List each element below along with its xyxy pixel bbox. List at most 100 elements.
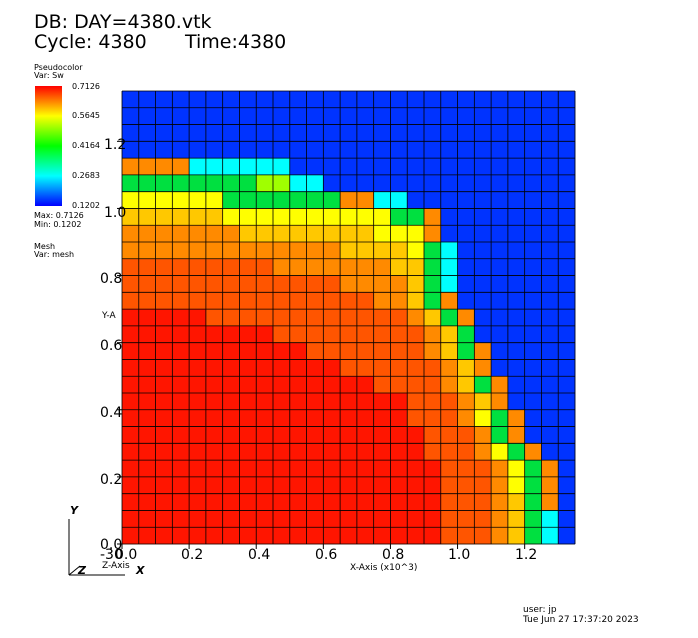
mesh-cell <box>155 309 173 327</box>
mesh-cell <box>356 325 374 343</box>
mesh-cell <box>273 527 291 545</box>
mesh-cell <box>273 476 291 494</box>
mesh-cell <box>239 191 257 209</box>
mesh-cell <box>256 124 274 142</box>
mesh-cell <box>558 258 576 276</box>
mesh-cell <box>440 325 458 343</box>
mesh-cell <box>155 510 173 528</box>
mesh-cell <box>541 124 559 142</box>
mesh-cell <box>155 325 173 343</box>
mesh-cell <box>373 258 391 276</box>
mesh-cell <box>222 174 240 192</box>
mesh-cell <box>424 409 442 427</box>
mesh-cell <box>356 91 374 109</box>
mesh-cell <box>524 376 542 394</box>
mesh-cell <box>407 325 425 343</box>
mesh-cell <box>457 393 475 411</box>
mesh-cell <box>122 158 140 176</box>
mesh-cell <box>256 309 274 327</box>
mesh-cell <box>155 91 173 109</box>
mesh-cell <box>273 325 291 343</box>
mesh-cell <box>541 510 559 528</box>
mesh-cell <box>273 191 291 209</box>
mesh-cell <box>390 460 408 478</box>
mesh-cell <box>390 510 408 528</box>
mesh-cell <box>524 258 542 276</box>
mesh-cell <box>222 309 240 327</box>
mesh-cell <box>356 426 374 444</box>
mesh-cell <box>474 292 492 310</box>
mesh-cell <box>424 292 442 310</box>
mesh-cell <box>356 158 374 176</box>
mesh-cell <box>457 141 475 159</box>
mesh-cell <box>340 510 358 528</box>
mesh-cell <box>541 191 559 209</box>
mesh-cell <box>239 208 257 226</box>
mesh-cell <box>424 393 442 411</box>
mesh-cell <box>273 376 291 394</box>
mesh-cell <box>558 107 576 125</box>
mesh-cell <box>289 409 307 427</box>
mesh-cell <box>424 174 442 192</box>
mesh-cell <box>172 510 190 528</box>
mesh-cell <box>306 460 324 478</box>
mesh-cell <box>558 510 576 528</box>
mesh-cell <box>541 426 559 444</box>
mesh-cell <box>323 325 341 343</box>
mesh-cell <box>323 174 341 192</box>
mesh-cell <box>457 510 475 528</box>
mesh-cell <box>424 91 442 109</box>
mesh-cell <box>122 258 140 276</box>
mesh-cell <box>340 409 358 427</box>
mesh-cell <box>239 225 257 243</box>
mesh-cell <box>306 158 324 176</box>
mesh-cell <box>122 426 140 444</box>
mesh-cell <box>457 158 475 176</box>
mesh-cell <box>172 527 190 545</box>
mesh-cell <box>189 409 207 427</box>
mesh-cell <box>491 460 509 478</box>
mesh-cell <box>172 174 190 192</box>
mesh-cell <box>474 426 492 444</box>
mesh-cell <box>474 258 492 276</box>
mesh-cell <box>323 258 341 276</box>
mesh-cell <box>289 292 307 310</box>
mesh-cell <box>491 426 509 444</box>
mesh-cell <box>491 393 509 411</box>
mesh-cell <box>172 292 190 310</box>
mesh-cell <box>373 376 391 394</box>
mesh-cell <box>138 191 156 209</box>
mesh-cell <box>155 426 173 444</box>
mesh-cell <box>558 91 576 109</box>
mesh-cell <box>440 493 458 511</box>
mesh-cell <box>172 393 190 411</box>
mesh-cell <box>440 225 458 243</box>
mesh-cell <box>138 309 156 327</box>
mesh-cell <box>558 409 576 427</box>
mesh-cell <box>273 460 291 478</box>
mesh-cell <box>205 158 223 176</box>
mesh-cell <box>239 91 257 109</box>
mesh-cell <box>273 225 291 243</box>
mesh-cell <box>457 409 475 427</box>
mesh-cell <box>273 426 291 444</box>
mesh-cell <box>189 493 207 511</box>
mesh-cell <box>356 376 374 394</box>
mesh-cell <box>524 393 542 411</box>
mesh-cell <box>491 158 509 176</box>
legend-min: Min: 0.1202 <box>34 220 82 229</box>
mesh-cell <box>289 393 307 411</box>
mesh-cell <box>205 191 223 209</box>
mesh-cell <box>222 409 240 427</box>
triad-z-label: Z <box>78 564 86 577</box>
mesh-cell <box>205 174 223 192</box>
mesh-cell <box>138 325 156 343</box>
mesh-cell <box>155 527 173 545</box>
mesh-cell <box>558 493 576 511</box>
mesh-cell <box>273 91 291 109</box>
mesh-cell <box>172 242 190 260</box>
mesh-cell <box>440 174 458 192</box>
mesh-cell <box>172 208 190 226</box>
mesh-cell <box>457 258 475 276</box>
mesh-cell <box>356 460 374 478</box>
